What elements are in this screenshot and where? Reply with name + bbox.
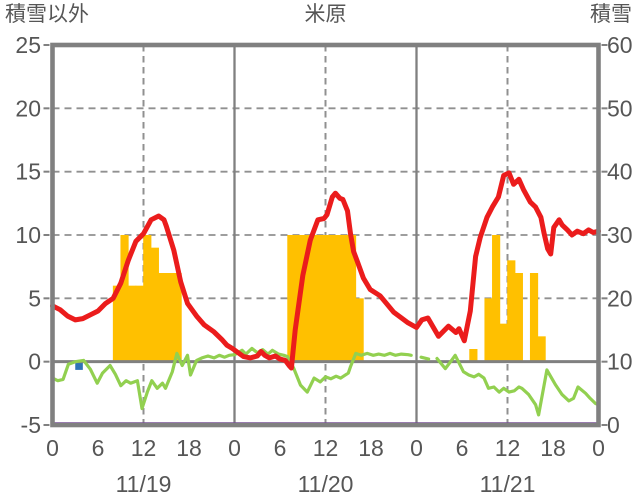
sunshine-bars — [165, 273, 175, 362]
x-hour-label: 12 — [495, 435, 521, 461]
sunshine-bars — [287, 235, 296, 362]
sunshine-bars — [529, 273, 539, 362]
right-axis-tick-label: 40 — [607, 159, 633, 185]
right-axis-tick-label: 50 — [607, 95, 633, 121]
plot-frame — [50, 42, 601, 428]
sunshine-bars — [128, 285, 137, 362]
x-hour-label: 0 — [228, 435, 241, 461]
x-hour-label: 6 — [456, 435, 469, 461]
x-hour-label: 6 — [274, 435, 287, 461]
sunshine-bars — [143, 235, 152, 362]
green-line — [50, 346, 413, 411]
sunshine-bars — [537, 336, 546, 362]
sunshine-bars — [492, 235, 501, 362]
x-date-label: 11/20 — [298, 471, 354, 497]
right-axis-tick-label: 20 — [607, 285, 633, 311]
station-title: 米原 — [304, 3, 347, 26]
left-axis-tick-label: 20 — [15, 95, 41, 121]
sunshine-bars — [507, 260, 516, 362]
sunshine-bars — [325, 235, 334, 362]
x-date-label: 11/19 — [116, 471, 172, 497]
sunshine-bars — [340, 235, 349, 362]
x-hour-label: 12 — [313, 435, 339, 461]
x-hour-label: 18 — [176, 435, 202, 461]
sunshine-bars — [173, 273, 182, 362]
sunshine-bars — [310, 235, 319, 362]
precipitation-bar — [75, 361, 83, 370]
right-axis-title: 積雪 — [590, 3, 632, 26]
x-hour-label: 18 — [358, 435, 384, 461]
x-hour-label: 6 — [92, 435, 105, 461]
temperature-line — [50, 170, 601, 371]
sunshine-bars — [347, 235, 357, 362]
sunshine-bars — [332, 235, 341, 362]
x-hour-label: 12 — [131, 435, 157, 461]
sunshine-bars — [469, 349, 478, 362]
left-axis-title: 積雪以外 — [5, 3, 89, 26]
green-line — [419, 355, 431, 361]
sunshine-bars — [112, 285, 122, 362]
left-axis-tick-label: 15 — [15, 159, 41, 185]
sunshine-bars — [302, 235, 311, 362]
sunshine-bars — [484, 298, 493, 362]
left-axis-tick-label: -5 — [21, 412, 41, 438]
x-hour-label: 0 — [46, 435, 59, 461]
sunshine-bars — [514, 273, 523, 362]
left-axis-tick-label: 10 — [15, 222, 41, 248]
left-axis-tick-label: 0 — [28, 349, 41, 375]
right-axis-tick-label: 0 — [607, 412, 620, 438]
right-axis-tick-label: 60 — [607, 32, 633, 58]
sunshine-bars — [317, 235, 326, 362]
sunshine-bars — [499, 323, 508, 362]
x-hour-label: 18 — [540, 435, 566, 461]
sunshine-bars — [355, 298, 364, 362]
sunshine-bars — [135, 285, 144, 362]
green-line — [435, 353, 601, 417]
right-axis-tick-label: 30 — [607, 222, 633, 248]
x-hour-label: 0 — [410, 435, 423, 461]
x-hour-label: 0 — [592, 435, 605, 461]
sunshine-bars — [158, 273, 167, 362]
sunshine-bars — [120, 235, 129, 362]
left-axis-tick-label: 25 — [15, 32, 41, 58]
x-date-label: 11/21 — [480, 471, 536, 497]
right-axis-tick-label: 10 — [607, 349, 633, 375]
sunshine-bars — [150, 247, 159, 362]
left-axis-tick-label: 5 — [28, 285, 41, 311]
